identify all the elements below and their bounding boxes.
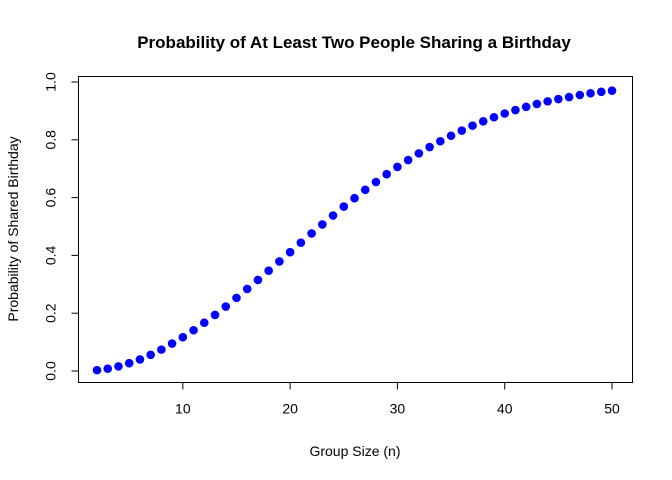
- data-point: [318, 220, 327, 229]
- data-point: [607, 86, 617, 95]
- data-point: [425, 142, 434, 152]
- data-point: [178, 332, 188, 342]
- data-point: [575, 90, 585, 100]
- data-point: [189, 325, 198, 335]
- data-point: [146, 350, 155, 360]
- data-point: [511, 105, 520, 115]
- data-point: [564, 92, 574, 102]
- data-point: [92, 365, 102, 375]
- data-points: [92, 86, 617, 375]
- data-point: [457, 126, 467, 135]
- data-point: [103, 364, 113, 373]
- y-axis: 0.0 0.2 0.4 0.6 0.8 1.0: [43, 72, 79, 381]
- data-point: [371, 177, 381, 187]
- chart-title: Probability of At Least Two People Shari…: [137, 33, 571, 52]
- data-point: [468, 121, 477, 130]
- data-point: [543, 97, 552, 106]
- y-tick-label: 0.0: [43, 361, 59, 381]
- x-axis-label: Group Size (n): [309, 443, 400, 459]
- data-point: [532, 99, 542, 109]
- data-point: [264, 266, 273, 276]
- data-point: [242, 284, 252, 294]
- data-point: [232, 293, 241, 303]
- data-point: [382, 169, 391, 179]
- y-tick-label: 0.8: [43, 130, 59, 150]
- data-point: [157, 345, 166, 354]
- data-point: [167, 339, 177, 348]
- data-point: [393, 162, 402, 172]
- x-tick-label: 20: [282, 401, 298, 417]
- data-point: [360, 185, 370, 195]
- plot-box: [78, 76, 633, 383]
- data-point: [478, 117, 488, 126]
- data-point: [114, 362, 123, 371]
- x-axis: 10 20 30 40 50: [175, 382, 620, 417]
- data-point: [350, 193, 359, 203]
- data-point: [328, 211, 338, 220]
- data-point: [414, 149, 424, 158]
- data-point: [596, 87, 606, 97]
- data-point: [554, 94, 563, 104]
- data-point: [199, 318, 209, 328]
- y-tick-label: 0.4: [43, 245, 59, 265]
- y-axis-label: Probability of Shared Birthday: [5, 136, 21, 321]
- data-point: [307, 229, 316, 238]
- y-tick-label: 0.6: [43, 188, 59, 208]
- data-point: [296, 238, 306, 247]
- data-point: [521, 102, 531, 112]
- x-tick-label: 30: [390, 401, 406, 417]
- data-point: [446, 131, 456, 141]
- data-point: [436, 136, 445, 146]
- data-point: [124, 358, 134, 368]
- data-point: [135, 355, 145, 364]
- data-point: [210, 310, 220, 320]
- x-tick-label: 40: [497, 401, 513, 417]
- x-tick-label: 10: [175, 401, 191, 417]
- data-point: [586, 88, 595, 98]
- x-tick-label: 50: [604, 401, 620, 417]
- data-point: [339, 202, 349, 211]
- data-point: [221, 302, 231, 311]
- data-point: [253, 275, 263, 285]
- data-point: [275, 257, 284, 266]
- data-point: [285, 247, 295, 257]
- data-point: [500, 109, 510, 118]
- data-point: [489, 112, 499, 122]
- data-point: [403, 155, 413, 165]
- y-tick-label: 1.0: [43, 72, 59, 92]
- y-tick-label: 0.2: [43, 303, 59, 323]
